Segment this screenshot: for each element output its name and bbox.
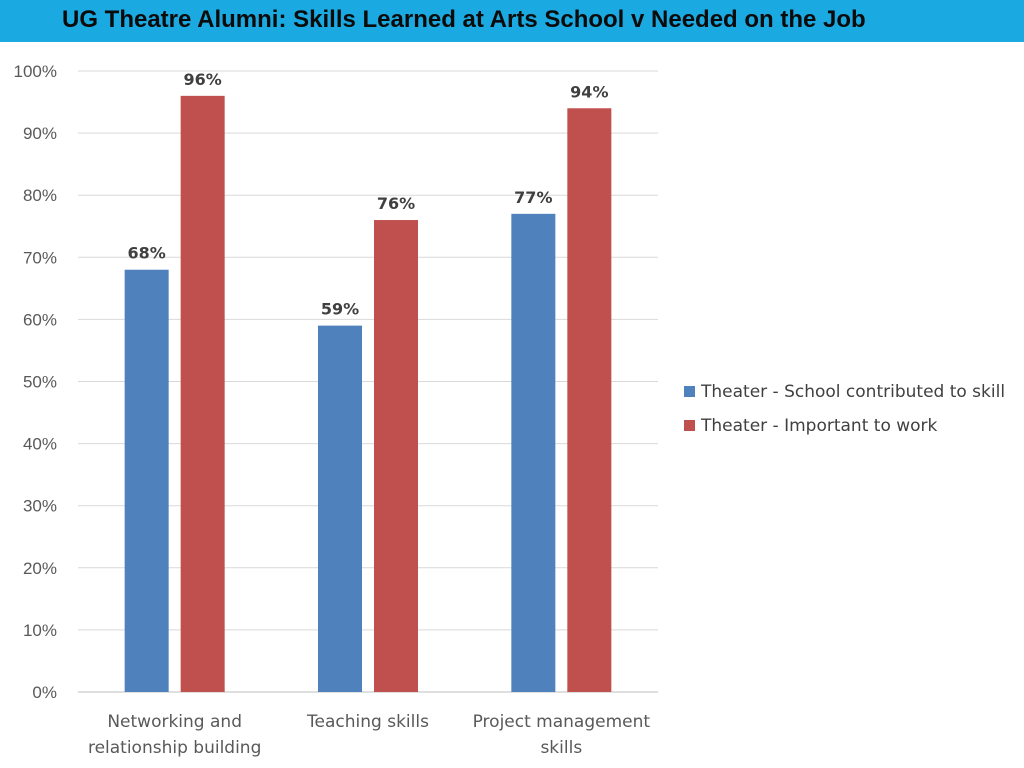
data-label: 68% — [128, 244, 166, 263]
legend-label: Theater - School contributed to skill — [700, 382, 1005, 402]
y-tick-label: 50% — [23, 373, 57, 392]
bar-work — [374, 220, 418, 693]
data-label: 76% — [377, 194, 415, 213]
x-category-label: Networking and — [107, 712, 242, 732]
x-category-label: relationship building — [88, 738, 261, 758]
y-tick-label: 30% — [23, 497, 57, 516]
y-tick-label: 80% — [23, 186, 57, 205]
y-axis: 0% 10% 20% 30% 40% 50% 60% 70% 80% 90% 100% — [14, 62, 57, 702]
legend-swatch — [684, 420, 695, 431]
legend-label: Theater - Important to work — [700, 416, 938, 436]
y-tick-label: 60% — [23, 310, 57, 329]
y-tick-label: 100% — [14, 62, 57, 81]
bar-school — [511, 213, 556, 692]
legend-swatch — [684, 386, 695, 397]
page-title: UG Theatre Alumni: Skills Learned at Art… — [62, 6, 866, 33]
y-tick-label: 0% — [32, 683, 57, 702]
bar-work — [567, 108, 612, 692]
bar-school — [124, 269, 169, 692]
y-tick-label: 40% — [23, 435, 57, 454]
x-axis: Networking and relationship building Teach… — [88, 712, 650, 758]
legend: Theater - School contributed to skill The… — [684, 382, 1005, 436]
gridlines — [78, 70, 658, 693]
x-category-label: skills — [540, 738, 582, 758]
x-category-label: Project management — [473, 712, 651, 732]
bar-school — [318, 325, 362, 692]
data-labels: 68% 96% 59% 76% 77% 94% — [128, 70, 609, 319]
title-bar: UG Theatre Alumni: Skills Learned at Art… — [0, 0, 1024, 42]
data-label: 94% — [570, 82, 608, 101]
y-tick-label: 10% — [23, 621, 57, 640]
y-tick-label: 70% — [23, 248, 57, 267]
data-label: 96% — [184, 70, 222, 89]
bar-work — [180, 95, 225, 693]
y-tick-label: 20% — [23, 559, 57, 578]
x-category-label: Teaching skills — [306, 712, 429, 732]
data-label: 77% — [514, 188, 552, 207]
data-label: 59% — [321, 300, 359, 319]
bars — [124, 95, 612, 693]
y-tick-label: 90% — [23, 124, 57, 143]
